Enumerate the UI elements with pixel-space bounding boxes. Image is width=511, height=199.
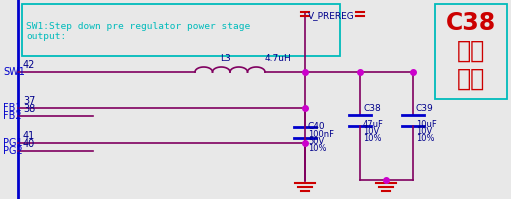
- Text: C40: C40: [308, 122, 326, 131]
- Text: 10V: 10V: [363, 127, 379, 136]
- Text: 42: 42: [23, 60, 35, 70]
- Text: 10V: 10V: [416, 127, 432, 136]
- Text: 41: 41: [23, 131, 35, 141]
- Text: 100nF: 100nF: [308, 130, 334, 139]
- Text: 50V: 50V: [308, 137, 324, 146]
- Text: 4.7uH: 4.7uH: [265, 54, 292, 63]
- Text: C38: C38: [363, 104, 381, 113]
- Text: SW1:Step down pre regulator power stage
output:: SW1:Step down pre regulator power stage …: [26, 22, 250, 41]
- Text: C39: C39: [416, 104, 434, 113]
- Text: L3: L3: [220, 54, 231, 63]
- Bar: [435, 4, 507, 99]
- Text: PG2: PG2: [3, 146, 23, 156]
- Text: PG1: PG1: [3, 138, 22, 148]
- Text: 10%: 10%: [363, 134, 382, 143]
- Text: 40: 40: [23, 139, 35, 149]
- Text: FB1: FB1: [3, 103, 21, 113]
- Text: V_PREREG: V_PREREG: [308, 11, 355, 20]
- Text: SW1: SW1: [3, 67, 25, 77]
- Text: 10uF: 10uF: [416, 120, 437, 129]
- Text: FB2: FB2: [3, 111, 21, 121]
- Text: 10%: 10%: [416, 134, 434, 143]
- Text: 47uF: 47uF: [363, 120, 384, 129]
- Text: 38: 38: [23, 104, 35, 114]
- Text: C38
输出
电容: C38 输出 电容: [446, 11, 496, 91]
- Bar: [22, 4, 340, 56]
- Text: 37: 37: [23, 96, 35, 106]
- Text: 10%: 10%: [308, 144, 327, 153]
